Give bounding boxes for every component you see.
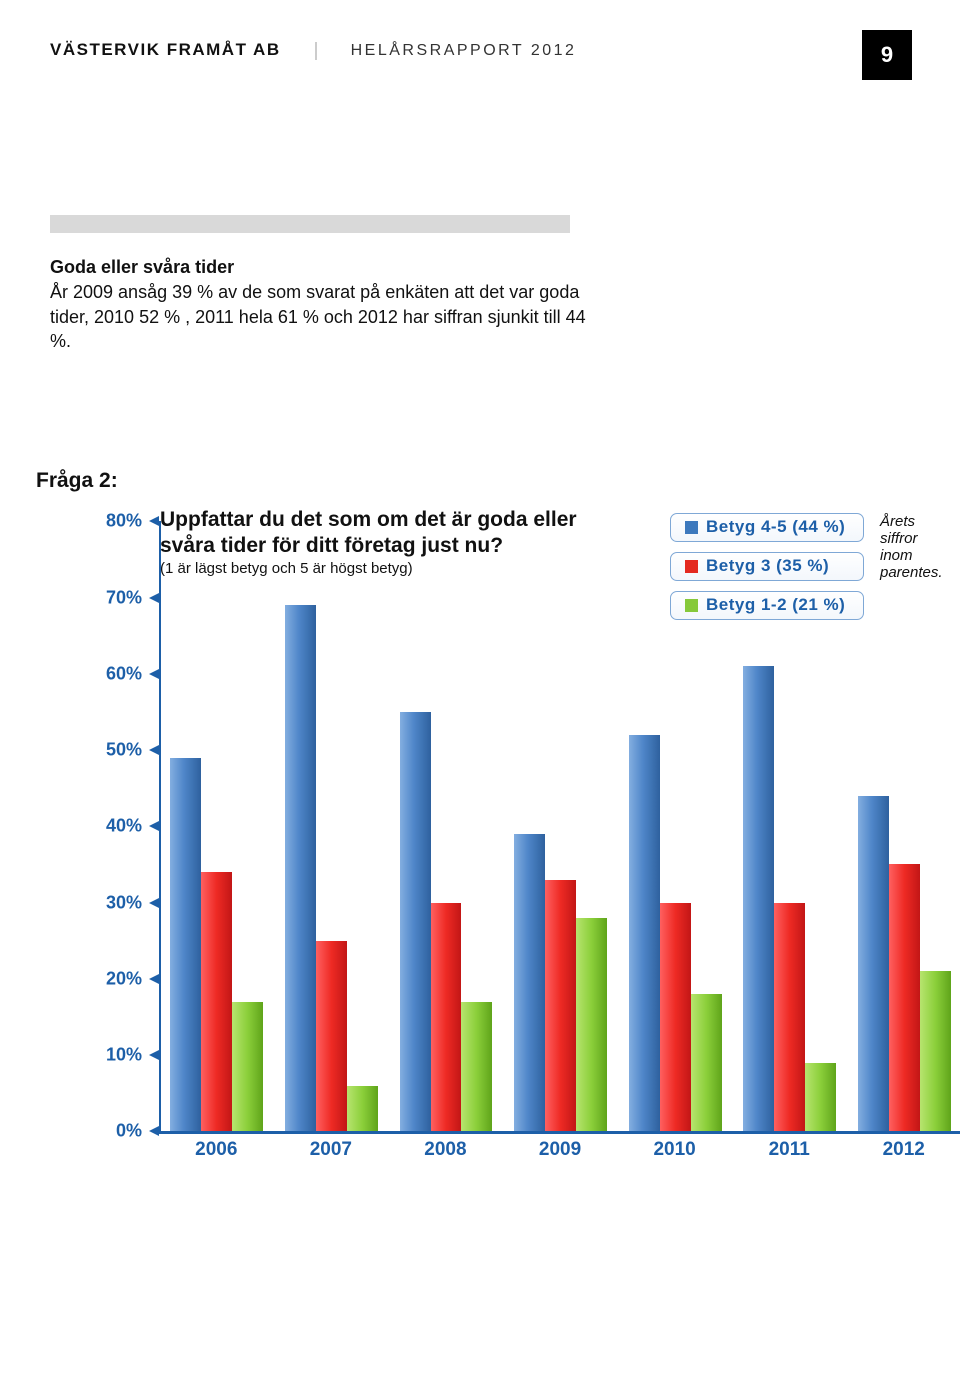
intro-paragraph: Goda eller svåra tider År 2009 ansåg 39 … <box>50 255 590 354</box>
plot: 0%10%20%30%40%50%60%70%80% 2006200720082… <box>75 507 910 1167</box>
intro-body: År 2009 ansåg 39 % av de som svarat på e… <box>50 282 586 352</box>
y-axis: 0%10%20%30%40%50%60%70%80% <box>108 521 148 1133</box>
bar <box>431 903 462 1132</box>
page: VÄSTERVIK FRAMÅT AB HELÅRSRAPPORT 2012 9… <box>0 0 960 1387</box>
bar <box>743 666 774 1131</box>
bar-group <box>388 521 503 1131</box>
running-head: VÄSTERVIK FRAMÅT AB HELÅRSRAPPORT 2012 <box>50 40 910 60</box>
y-tick-label: 80% <box>106 511 142 532</box>
x-tick-label: 2007 <box>274 1139 389 1161</box>
bar <box>232 1002 263 1132</box>
y-tick-label: 0% <box>116 1121 142 1142</box>
bar-group <box>732 521 847 1131</box>
bar-group <box>617 521 732 1131</box>
bar <box>316 941 347 1132</box>
bar <box>400 712 431 1131</box>
chart-area: Uppfattar du det som om det är goda elle… <box>50 507 910 1167</box>
bar <box>285 605 316 1131</box>
y-tick-label: 30% <box>106 892 142 913</box>
x-axis-line <box>159 1131 960 1134</box>
bar-group <box>503 521 618 1131</box>
divider <box>315 42 317 60</box>
bar <box>576 918 607 1132</box>
x-tick-label: 2010 <box>617 1139 732 1161</box>
x-tick-label: 2009 <box>503 1139 618 1161</box>
y-tick-label: 40% <box>106 816 142 837</box>
bar <box>920 971 951 1131</box>
bar <box>629 735 660 1132</box>
bar-group <box>159 521 274 1131</box>
bar <box>858 796 889 1132</box>
bar-group <box>846 521 960 1131</box>
intro-heading: Goda eller svåra tider <box>50 257 234 277</box>
bar-group <box>274 521 389 1131</box>
report-title: HELÅRSRAPPORT 2012 <box>351 42 577 60</box>
bar <box>889 864 920 1131</box>
bar <box>545 880 576 1132</box>
y-tick-label: 70% <box>106 587 142 608</box>
bar <box>514 834 545 1131</box>
bar <box>660 903 691 1132</box>
bar <box>691 994 722 1131</box>
bar <box>805 1063 836 1132</box>
x-tick-label: 2011 <box>732 1139 847 1161</box>
y-tick-label: 10% <box>106 1045 142 1066</box>
bar <box>774 903 805 1132</box>
section-bar <box>50 215 570 233</box>
x-labels: 2006200720082009201020112012 <box>159 1139 960 1161</box>
company-name: VÄSTERVIK FRAMÅT AB <box>50 40 281 60</box>
bars <box>159 521 960 1131</box>
page-number: 9 <box>862 30 912 80</box>
bar <box>170 758 201 1132</box>
x-tick-label: 2012 <box>846 1139 960 1161</box>
x-tick-label: 2008 <box>388 1139 503 1161</box>
y-tick-label: 20% <box>106 968 142 989</box>
question-label: Fråga 2: <box>36 469 910 493</box>
x-tick-label: 2006 <box>159 1139 274 1161</box>
bar <box>347 1086 378 1132</box>
bar <box>201 872 232 1131</box>
y-tick-label: 50% <box>106 740 142 761</box>
y-tick-label: 60% <box>106 663 142 684</box>
bar <box>461 1002 492 1132</box>
